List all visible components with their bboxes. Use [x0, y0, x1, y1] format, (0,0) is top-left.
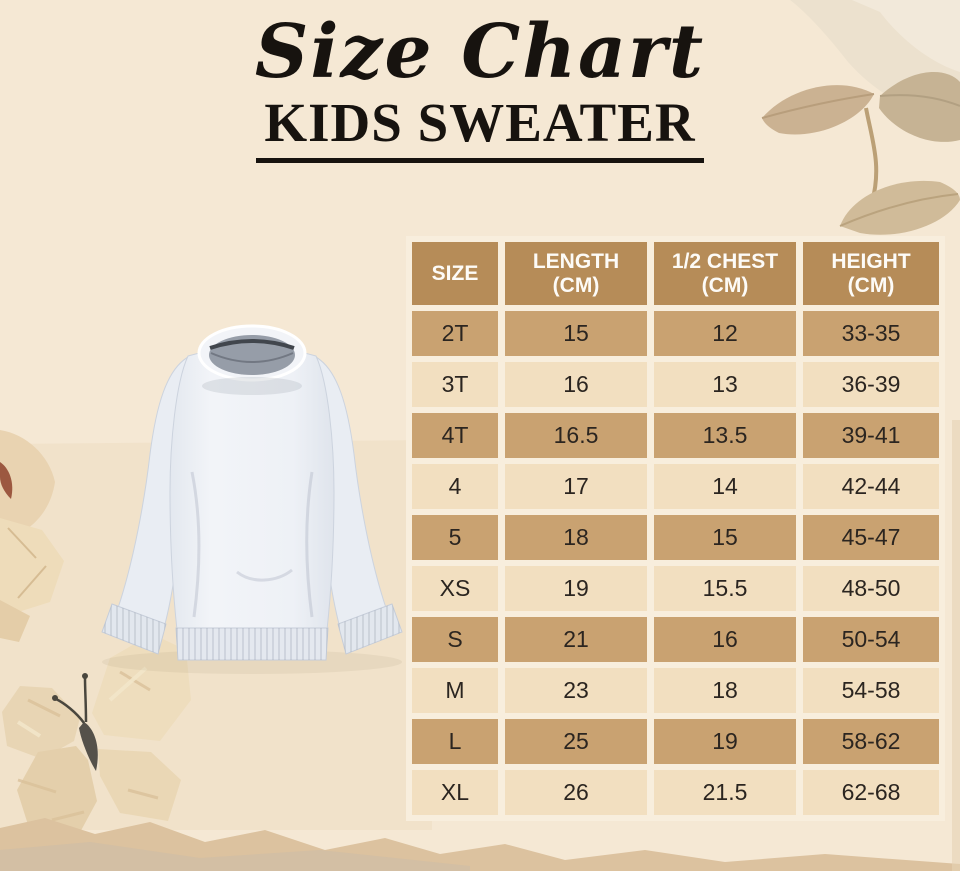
table-cell: 15 [654, 515, 796, 560]
table-cell: 15.5 [654, 566, 796, 611]
product-subtitle: KIDS SWEATER [256, 95, 704, 164]
table-cell: 5 [412, 515, 498, 560]
table-cell: 21 [505, 617, 647, 662]
table-cell: 19 [505, 566, 647, 611]
column-label: LENGTH [532, 249, 620, 273]
header-cell-length: LENGTH (CM) [505, 242, 647, 305]
table-cell: 12 [654, 311, 796, 356]
table-cell: 33-35 [803, 311, 939, 356]
table-cell: 13.5 [654, 413, 796, 458]
table-cell: 17 [505, 464, 647, 509]
column-unit: (CM) [552, 273, 600, 297]
column-label: 1/2 CHEST [671, 249, 779, 273]
table-cell: 18 [505, 515, 647, 560]
column-label: HEIGHT [831, 249, 911, 273]
table-cell: 62-68 [803, 770, 939, 815]
paper-seam-right [952, 420, 960, 871]
table-cell: 42-44 [803, 464, 939, 509]
column-unit: (CM) [701, 273, 749, 297]
table-cell: XL [412, 770, 498, 815]
title-block: Size Chart KIDS SWEATER [0, 9, 960, 164]
table-cell: 54-58 [803, 668, 939, 713]
table-cell: 23 [505, 668, 647, 713]
table-cell: 26 [505, 770, 647, 815]
sweater-illustration [101, 324, 403, 674]
table-cell: XS [412, 566, 498, 611]
table-cell: 50-54 [803, 617, 939, 662]
table-cell: 16 [505, 362, 647, 407]
table-cell: 45-47 [803, 515, 939, 560]
table-cell: 16.5 [505, 413, 647, 458]
table-cell: 4 [412, 464, 498, 509]
table-cell: 25 [505, 719, 647, 764]
table-cell: L [412, 719, 498, 764]
table-cell: S [412, 617, 498, 662]
table-cell: 19 [654, 719, 796, 764]
table-cell: M [412, 668, 498, 713]
header-cell-chest: 1/2 CHEST (CM) [654, 242, 796, 305]
table-cell: 16 [654, 617, 796, 662]
table-cell: 13 [654, 362, 796, 407]
table-cell: 3T [412, 362, 498, 407]
table-cell: 2T [412, 311, 498, 356]
table-cell: 36-39 [803, 362, 939, 407]
torn-paper-bottom [0, 818, 960, 871]
table-cell: 21.5 [654, 770, 796, 815]
table-cell: 15 [505, 311, 647, 356]
page-title: Size Chart [254, 9, 706, 95]
column-label: SIZE [431, 261, 479, 285]
column-unit: (CM) [847, 273, 895, 297]
table-cell: 14 [654, 464, 796, 509]
table-cell: 18 [654, 668, 796, 713]
header-cell-height: HEIGHT (CM) [803, 242, 939, 305]
table-cell: 4T [412, 413, 498, 458]
table-cell: 48-50 [803, 566, 939, 611]
size-table: SIZE LENGTH (CM) 1/2 CHEST (CM) HEIGHT (… [406, 236, 945, 821]
leaf-decoration-top-right [761, 71, 960, 235]
table-cell: 39-41 [803, 413, 939, 458]
table-cell: 58-62 [803, 719, 939, 764]
paper-decoration-left [0, 430, 64, 642]
header-cell-size: SIZE [412, 242, 498, 305]
